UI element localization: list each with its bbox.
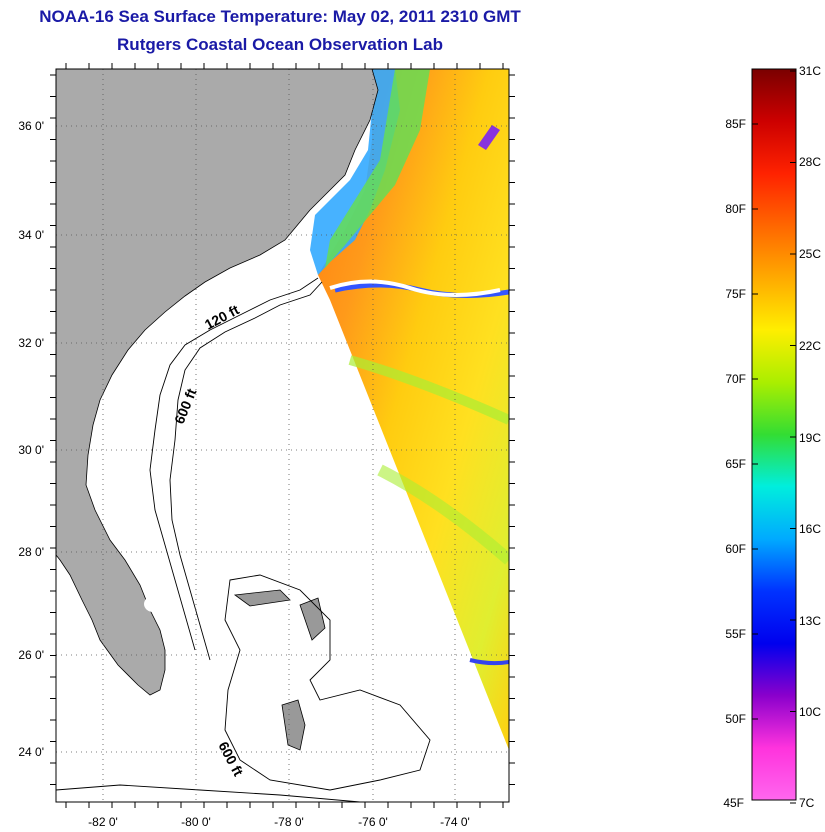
lon-label-78: -78 0' [274, 815, 304, 829]
colorbar-ticks [752, 70, 796, 804]
bahamas-andros [281, 699, 306, 751]
cb-c-28: 28C [799, 155, 821, 169]
cb-c-19: 19C [799, 431, 821, 445]
map-plot-area [56, 69, 509, 802]
lon-label-76: -76 0' [358, 815, 388, 829]
green-band [348, 355, 509, 425]
lat-label-30: 30 0' [18, 443, 44, 457]
map-frame [55, 68, 510, 803]
map-title: NOAA-16 Sea Surface Temperature: May 02,… [39, 7, 521, 26]
lon-label-82: -82 0' [88, 815, 118, 829]
cb-c-10: 10C [799, 705, 821, 719]
colorbar [751, 68, 797, 801]
cb-f-75: 75F [725, 287, 746, 301]
cold-eddy [469, 658, 509, 666]
cb-f-70: 70F [725, 372, 746, 386]
white-cloud-band [329, 279, 501, 297]
lat-label-36: 36 0' [18, 119, 44, 133]
bahamas-contour [224, 574, 431, 791]
cb-f-65: 65F [725, 457, 746, 471]
map-subtitle: Rutgers Coastal Ocean Observation Lab [117, 35, 443, 54]
cb-f-55: 55F [725, 627, 746, 641]
grid [56, 69, 509, 802]
longitude-labels: -82 0' -80 0' -78 0' -76 0' -74 0' [88, 815, 470, 829]
lat-label-28: 28 0' [18, 545, 44, 559]
axis-ticks [50, 63, 515, 808]
cb-c-13: 13C [799, 614, 821, 628]
cb-c-7: 7C [799, 796, 815, 810]
colorbar-celsius-labels: 31C 28C 25C 22C 19C 16C 13C 10C 7C [799, 64, 821, 810]
cb-f-85: 85F [725, 117, 746, 131]
lat-label-32: 32 0' [18, 336, 44, 350]
cb-f-60: 60F [725, 542, 746, 556]
lake-okeechobee [144, 596, 162, 612]
lon-label-74: -74 0' [440, 815, 470, 829]
green-band-2 [377, 464, 509, 565]
lat-label-26: 26 0' [18, 648, 44, 662]
cuba-contour [56, 784, 361, 802]
sst-swath [318, 69, 509, 750]
lon-label-80: -80 0' [181, 815, 211, 829]
purple-patch [478, 125, 500, 150]
cb-f-50: 50F [725, 712, 746, 726]
cb-c-25: 25C [799, 247, 821, 261]
lat-label-24: 24 0' [18, 745, 44, 759]
colorbar-fahrenheit-labels: 85F 80F 75F 70F 65F 60F 55F 50F 45F [723, 117, 746, 810]
contour-120ft [149, 277, 319, 651]
contour-600ft [169, 281, 323, 661]
grand-bahama [233, 589, 291, 607]
lat-label-34: 34 0' [18, 228, 44, 242]
cb-c-22: 22C [799, 339, 821, 353]
cb-c-16: 16C [799, 522, 821, 536]
cool-nearshore-water [310, 69, 400, 275]
latitude-labels: 36 0' 34 0' 32 0' 30 0' 28 0' 26 0' 24 0… [18, 119, 44, 759]
cb-f-80: 80F [725, 202, 746, 216]
cb-c-31: 31C [799, 64, 821, 78]
cb-f-45: 45F [723, 796, 744, 810]
green-shelf-water [325, 69, 430, 268]
us-landmass [56, 69, 379, 696]
